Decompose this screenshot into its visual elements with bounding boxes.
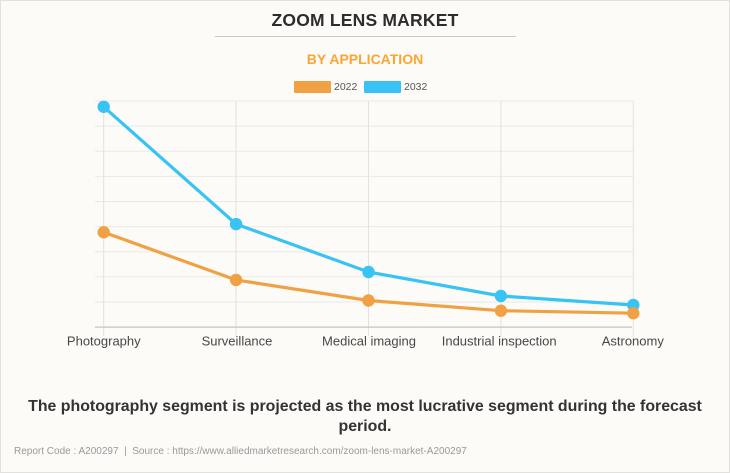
svg-text:Medical imaging: Medical imaging: [322, 334, 416, 349]
svg-text:Astronomy: Astronomy: [602, 334, 665, 349]
svg-text:Industrial inspection: Industrial inspection: [442, 334, 557, 349]
svg-text:Photography: Photography: [67, 334, 141, 349]
svg-text:Surveillance: Surveillance: [202, 334, 273, 349]
